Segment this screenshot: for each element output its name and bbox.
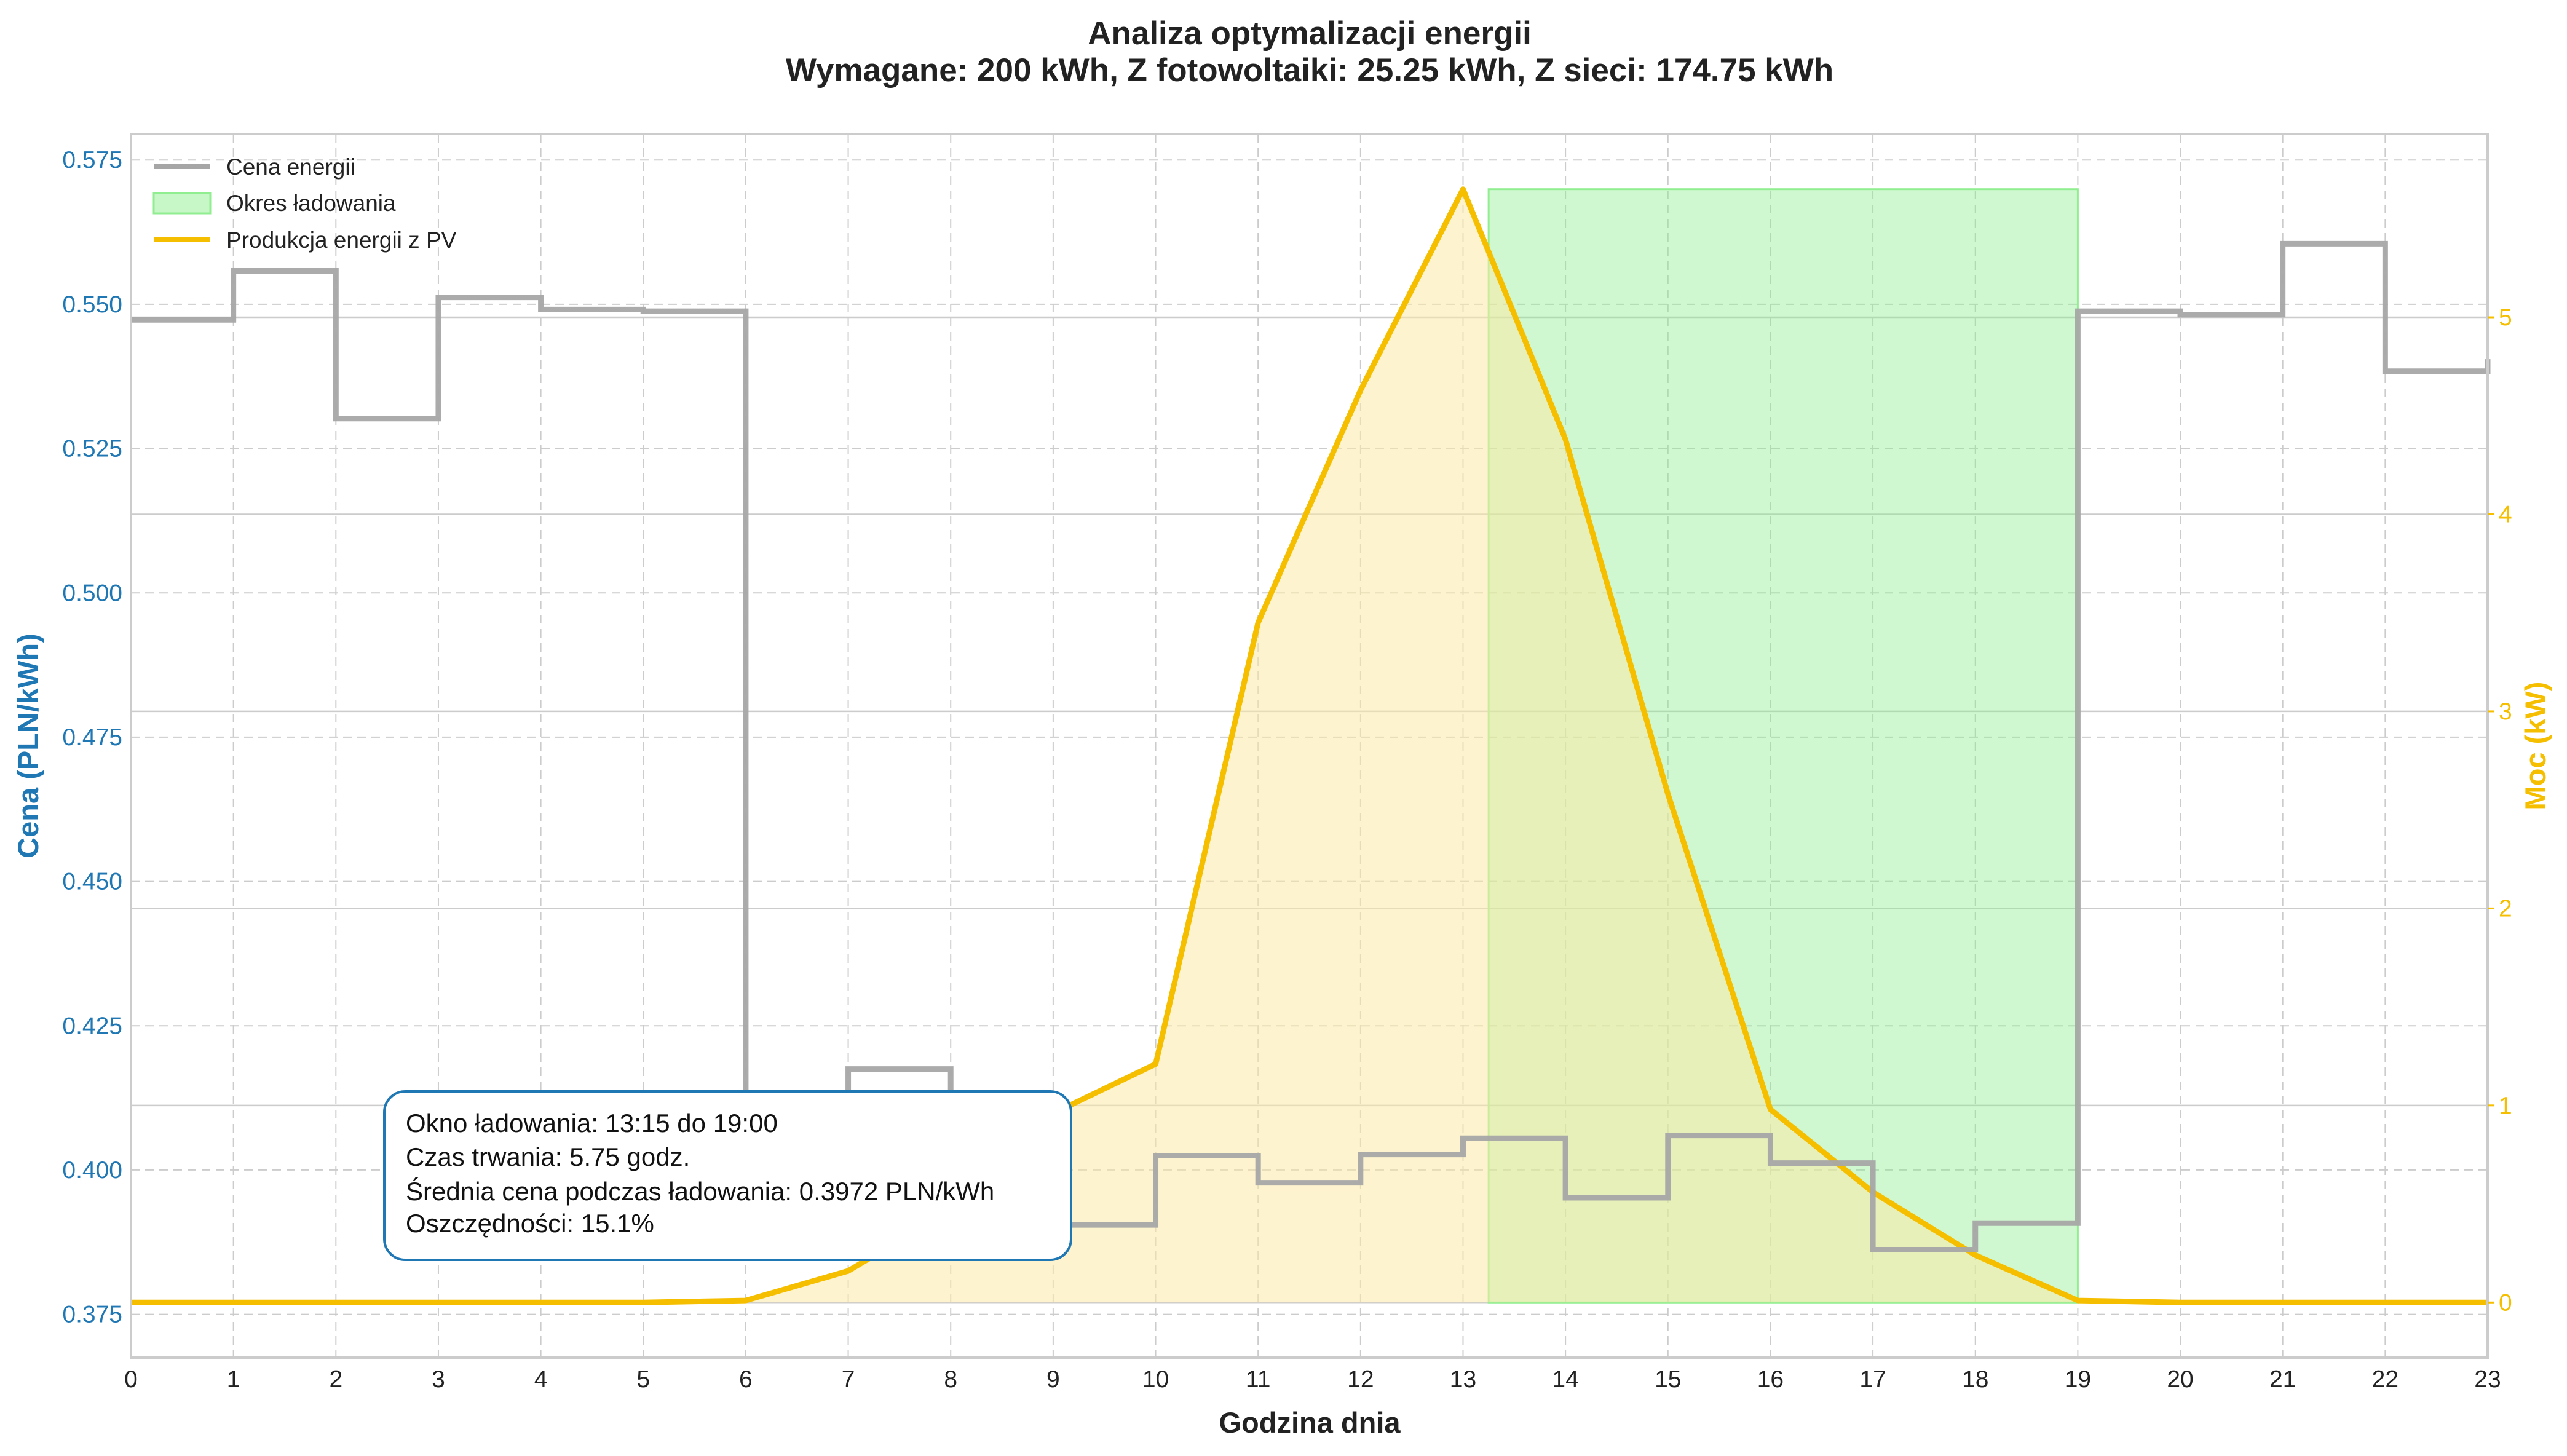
x-tick-label: 2 — [329, 1366, 342, 1393]
left-tick-label: 0.375 — [62, 1302, 122, 1328]
right-axis-label: Moc (kW) — [2519, 682, 2552, 810]
info-charging-window: Okno ładowania: 13:15 do 19:00 — [406, 1109, 778, 1138]
x-tick-label: 0 — [124, 1366, 138, 1393]
x-axis-label: Godzina dnia — [1219, 1406, 1401, 1439]
info-box-frame — [383, 1090, 1072, 1261]
x-tick-label: 9 — [1046, 1366, 1060, 1393]
x-tick-label: 19 — [2065, 1366, 2091, 1393]
charging-info-box: Okno ładowania: 13:15 do 19:00 Czas trwa… — [383, 1090, 1072, 1261]
right-tick-label: 0 — [2499, 1289, 2512, 1316]
x-tick-label: 15 — [1655, 1366, 1681, 1393]
left-axis-ticks: 0.375 0.400 0.425 0.450 0.475 0.500 0.525 0.550… — [62, 147, 122, 1327]
right-tick-label: 1 — [2499, 1093, 2512, 1119]
chart-subtitle: Wymagane: 200 kWh, Z fotowoltaiki: 25.25… — [786, 52, 1833, 89]
info-average-price: Średnia cena podczas ładowania: 0.3972 P… — [406, 1176, 994, 1206]
x-tick-label: 6 — [739, 1366, 753, 1393]
info-duration: Czas trwania: 5.75 godz. — [406, 1142, 690, 1171]
legend-label-price: Cena energii — [226, 154, 355, 180]
left-tick-label: 0.500 — [62, 580, 122, 606]
x-axis-ticks: 0 1 2 3 4 5 6 7 8 9 10 11 12 13 14 15 16 17 18 19 20 21 22 23 — [124, 1366, 2501, 1393]
legend-swatch-charging — [152, 192, 212, 215]
pv-area-fill — [131, 189, 2488, 1303]
x-tick-label: 8 — [944, 1366, 957, 1393]
info-savings: Oszczędności: 15.1% — [406, 1209, 654, 1238]
x-tick-label: 10 — [1142, 1366, 1169, 1393]
x-tick-label: 13 — [1450, 1366, 1476, 1393]
plot-frame — [130, 133, 2489, 1359]
left-tick-label: 0.550 — [62, 291, 122, 318]
x-tick-label: 7 — [842, 1366, 855, 1393]
chart-title: Analiza optymalizacji energii — [1088, 15, 1532, 52]
left-tick-label: 0.450 — [62, 869, 122, 895]
left-tick-label: 0.525 — [62, 436, 122, 462]
x-tick-label: 18 — [1962, 1366, 1988, 1393]
x-tick-label: 1 — [227, 1366, 240, 1393]
x-tick-label: 22 — [2372, 1366, 2399, 1393]
right-tick-label: 2 — [2499, 895, 2512, 922]
price-step-line — [131, 240, 2491, 1252]
x-tick-label: 17 — [1859, 1366, 1886, 1393]
x-tick-label: 12 — [1347, 1366, 1374, 1393]
left-tick-label: 0.475 — [62, 724, 122, 751]
x-tick-label: 11 — [1246, 1366, 1271, 1393]
left-tick-label: 0.400 — [62, 1157, 122, 1184]
x-tick-label: 21 — [2269, 1366, 2296, 1393]
right-axis-ticks: 0 1 2 3 4 5 — [2488, 304, 2512, 1316]
x-tick-label: 23 — [2474, 1366, 2501, 1393]
right-tick-label: 3 — [2499, 698, 2512, 725]
price-series-layer — [130, 240, 2491, 1252]
legend-label-pv: Produkcja energii z PV — [226, 228, 457, 253]
right-tick-label: 4 — [2499, 501, 2512, 528]
legend-label-charging: Okres ładowania — [226, 191, 396, 216]
pv-production-line — [131, 186, 2488, 1305]
chart-legend: Cena energii Okres ładowania Produkcja e… — [152, 154, 457, 253]
left-tick-label: 0.425 — [62, 1013, 122, 1039]
right-tick-label: 5 — [2499, 304, 2512, 331]
left-tick-label: 0.575 — [62, 147, 122, 173]
x-tick-label: 16 — [1757, 1366, 1784, 1393]
x-tick-label: 20 — [2167, 1366, 2193, 1393]
x-tick-label: 5 — [636, 1366, 650, 1393]
x-tick-label: 14 — [1552, 1366, 1578, 1393]
x-tick-label: 3 — [432, 1366, 445, 1393]
x-tick-label: 4 — [534, 1366, 548, 1393]
left-axis-label: Cena (PLN/kWh) — [12, 633, 44, 858]
